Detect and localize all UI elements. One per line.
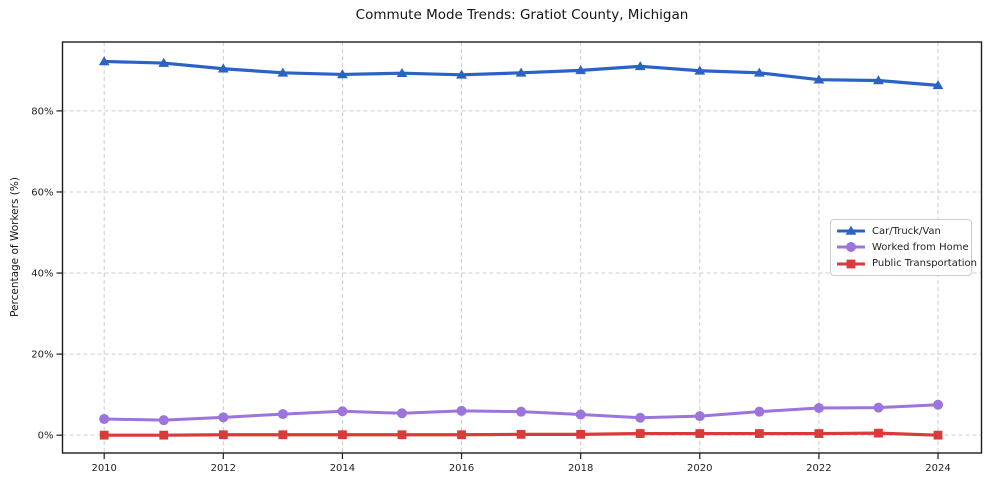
- public-transportation-legend-marker: [846, 259, 856, 269]
- x-tick-label: 2020: [687, 463, 712, 474]
- chart-title: Commute Mode Trends: Gratiot County, Mic…: [355, 7, 689, 23]
- x-tick-label: 2010: [91, 463, 116, 474]
- car-truck-van-marker: [813, 74, 825, 84]
- public-transportation-marker: [635, 429, 645, 438]
- public-transportation-marker: [338, 430, 347, 440]
- worked-from-home-marker: [158, 415, 169, 426]
- public-transportation-marker: [576, 429, 586, 439]
- car-truck-van-marker: [873, 75, 884, 85]
- x-tick-label: 2012: [211, 463, 236, 474]
- worked-from-home-marker: [754, 406, 765, 417]
- car-truck-van-marker: [277, 67, 289, 77]
- worked-from-home-legend-marker: [846, 242, 856, 253]
- worked-from-home-marker: [337, 406, 348, 417]
- worked-from-home-marker: [516, 406, 527, 417]
- y-tick-label: 40%: [31, 269, 53, 280]
- worked-from-home-marker: [396, 408, 407, 419]
- car-truck-van-marker: [217, 63, 229, 73]
- x-tick-label: 2016: [449, 463, 474, 474]
- worked-from-home-marker: [277, 409, 288, 420]
- car-truck-van-marker: [634, 61, 646, 71]
- public-transportation-marker: [933, 430, 943, 440]
- public-transportation-marker: [457, 430, 466, 440]
- worked-from-home-marker: [933, 399, 944, 410]
- public-transportation-marker: [159, 430, 169, 440]
- legend-item-car-truck-van: Car/Truck/Van: [837, 223, 965, 239]
- worked-from-home-marker: [218, 412, 229, 423]
- car-truck-van-marker: [515, 67, 527, 77]
- x-tick-label: 2014: [330, 463, 355, 474]
- public-transportation-marker: [814, 429, 824, 438]
- worked-from-home-marker: [456, 405, 467, 416]
- public-transportation-marker: [218, 430, 228, 440]
- worked-from-home-legend-swatch-icon: [837, 242, 865, 253]
- car-truck-van-marker: [396, 68, 408, 78]
- x-tick-label: 2018: [568, 463, 593, 474]
- y-tick-label: 0%: [38, 431, 54, 442]
- public-transportation-marker: [99, 430, 109, 440]
- y-tick-label: 20%: [31, 350, 53, 361]
- y-tick-label: 60%: [31, 187, 53, 198]
- public-transportation-marker: [397, 430, 407, 440]
- axes-border: [61, 41, 983, 454]
- legend-label-worked-from-home: Worked from Home: [872, 241, 969, 253]
- car-truck-van-marker: [98, 56, 110, 66]
- legend: Car/Truck/Van Worked from Home Public Tr…: [830, 219, 977, 276]
- x-tick-label: 2022: [806, 463, 831, 474]
- legend-item-public-transportation: Public Transportation: [837, 256, 977, 272]
- legend-label-public-transportation: Public Transportation: [872, 258, 977, 270]
- public-transportation-legend-swatch-icon: [837, 259, 865, 269]
- worked-from-home-marker: [635, 412, 646, 423]
- x-tick-label: 2024: [925, 463, 950, 474]
- worked-from-home-marker: [813, 403, 824, 414]
- worked-from-home-marker: [99, 413, 110, 424]
- legend-label-car-truck-van: Car/Truck/Van: [872, 225, 941, 237]
- y-tick-label: 80%: [31, 106, 53, 117]
- car-truck-van-marker: [753, 67, 765, 77]
- car-truck-van-marker: [337, 69, 348, 79]
- worked-from-home-marker: [873, 402, 884, 413]
- car-truck-van-marker: [575, 65, 587, 75]
- car-truck-van-legend-marker: [845, 225, 857, 235]
- car-truck-van-marker: [456, 69, 467, 79]
- car-truck-van-marker: [158, 57, 170, 67]
- car-truck-van-marker: [694, 65, 706, 75]
- worked-from-home-marker: [694, 411, 705, 422]
- public-transportation-marker: [754, 429, 764, 438]
- worked-from-home-marker: [575, 409, 586, 420]
- car-truck-van-marker: [932, 80, 944, 90]
- y-axis-label: Percentage of Workers (%): [9, 177, 21, 317]
- public-transportation-marker: [516, 429, 526, 439]
- public-transportation-marker: [278, 430, 288, 440]
- public-transportation-marker: [874, 428, 883, 438]
- car-truck-van-legend-swatch-icon: [837, 225, 865, 235]
- public-transportation-marker: [695, 429, 705, 438]
- legend-item-worked-from-home: Worked from Home: [837, 239, 969, 255]
